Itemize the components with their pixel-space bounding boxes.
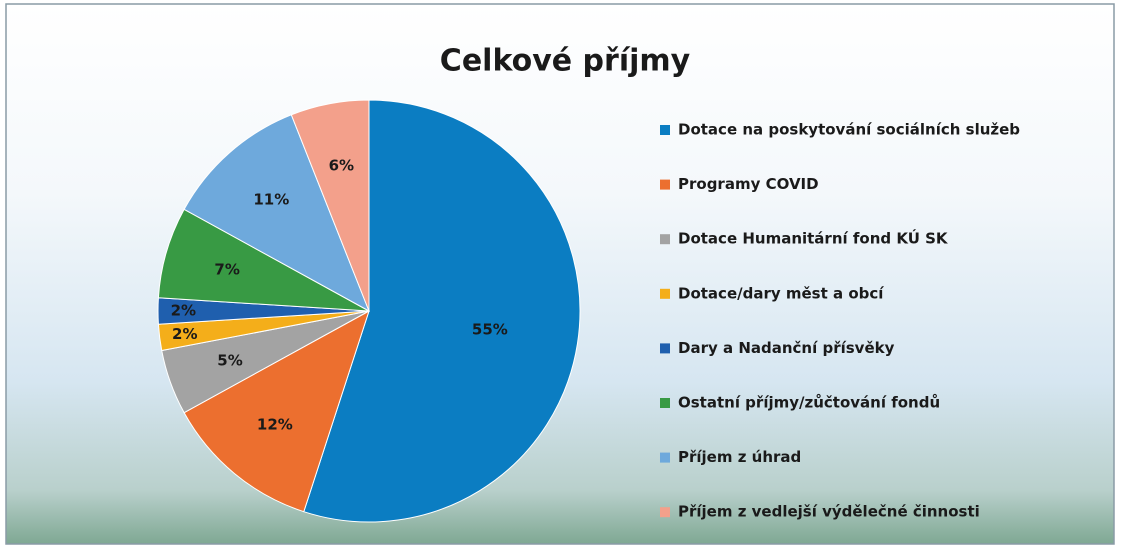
legend-swatch: [660, 452, 670, 463]
legend-swatch: [660, 179, 670, 190]
legend-label: Dotace na poskytování sociálních služeb: [678, 121, 1020, 139]
data-label: 7%: [214, 260, 239, 278]
pie-slice: [303, 99, 581, 523]
legend-label: Příjem z vedlejší výdělečné činnosti: [678, 503, 980, 521]
data-label: 5%: [217, 352, 242, 370]
legend-swatch: [660, 125, 670, 135]
data-label: 55%: [472, 321, 508, 339]
chart-title: Celkové příjmy: [440, 44, 691, 79]
data-label: 2%: [171, 302, 196, 320]
legend-swatch: [660, 288, 670, 299]
pie-slice: [183, 309, 370, 513]
data-label: 11%: [253, 191, 289, 209]
legend-swatch: [660, 343, 670, 354]
pie-slice: [183, 114, 370, 313]
legend-swatch: [660, 234, 670, 245]
data-label: 2%: [172, 325, 197, 343]
legend-label: Příjem z úhrad: [678, 448, 801, 466]
pie-slice: [290, 99, 370, 312]
legend-swatch: [660, 398, 670, 408]
legend-label: Programy COVID: [678, 175, 819, 193]
legend-swatch: [660, 507, 670, 518]
legend-label: Dary a Nadanční přísvěky: [678, 339, 895, 357]
legend-label: Dotace/dary měst a obcí: [678, 284, 884, 302]
data-label: 12%: [257, 415, 293, 433]
legend-label: Ostatní příjmy/zůčtování fondů: [678, 394, 940, 412]
legend-label: Dotace Humanitární fond KÚ SK: [678, 229, 949, 248]
data-label: 6%: [329, 156, 354, 174]
